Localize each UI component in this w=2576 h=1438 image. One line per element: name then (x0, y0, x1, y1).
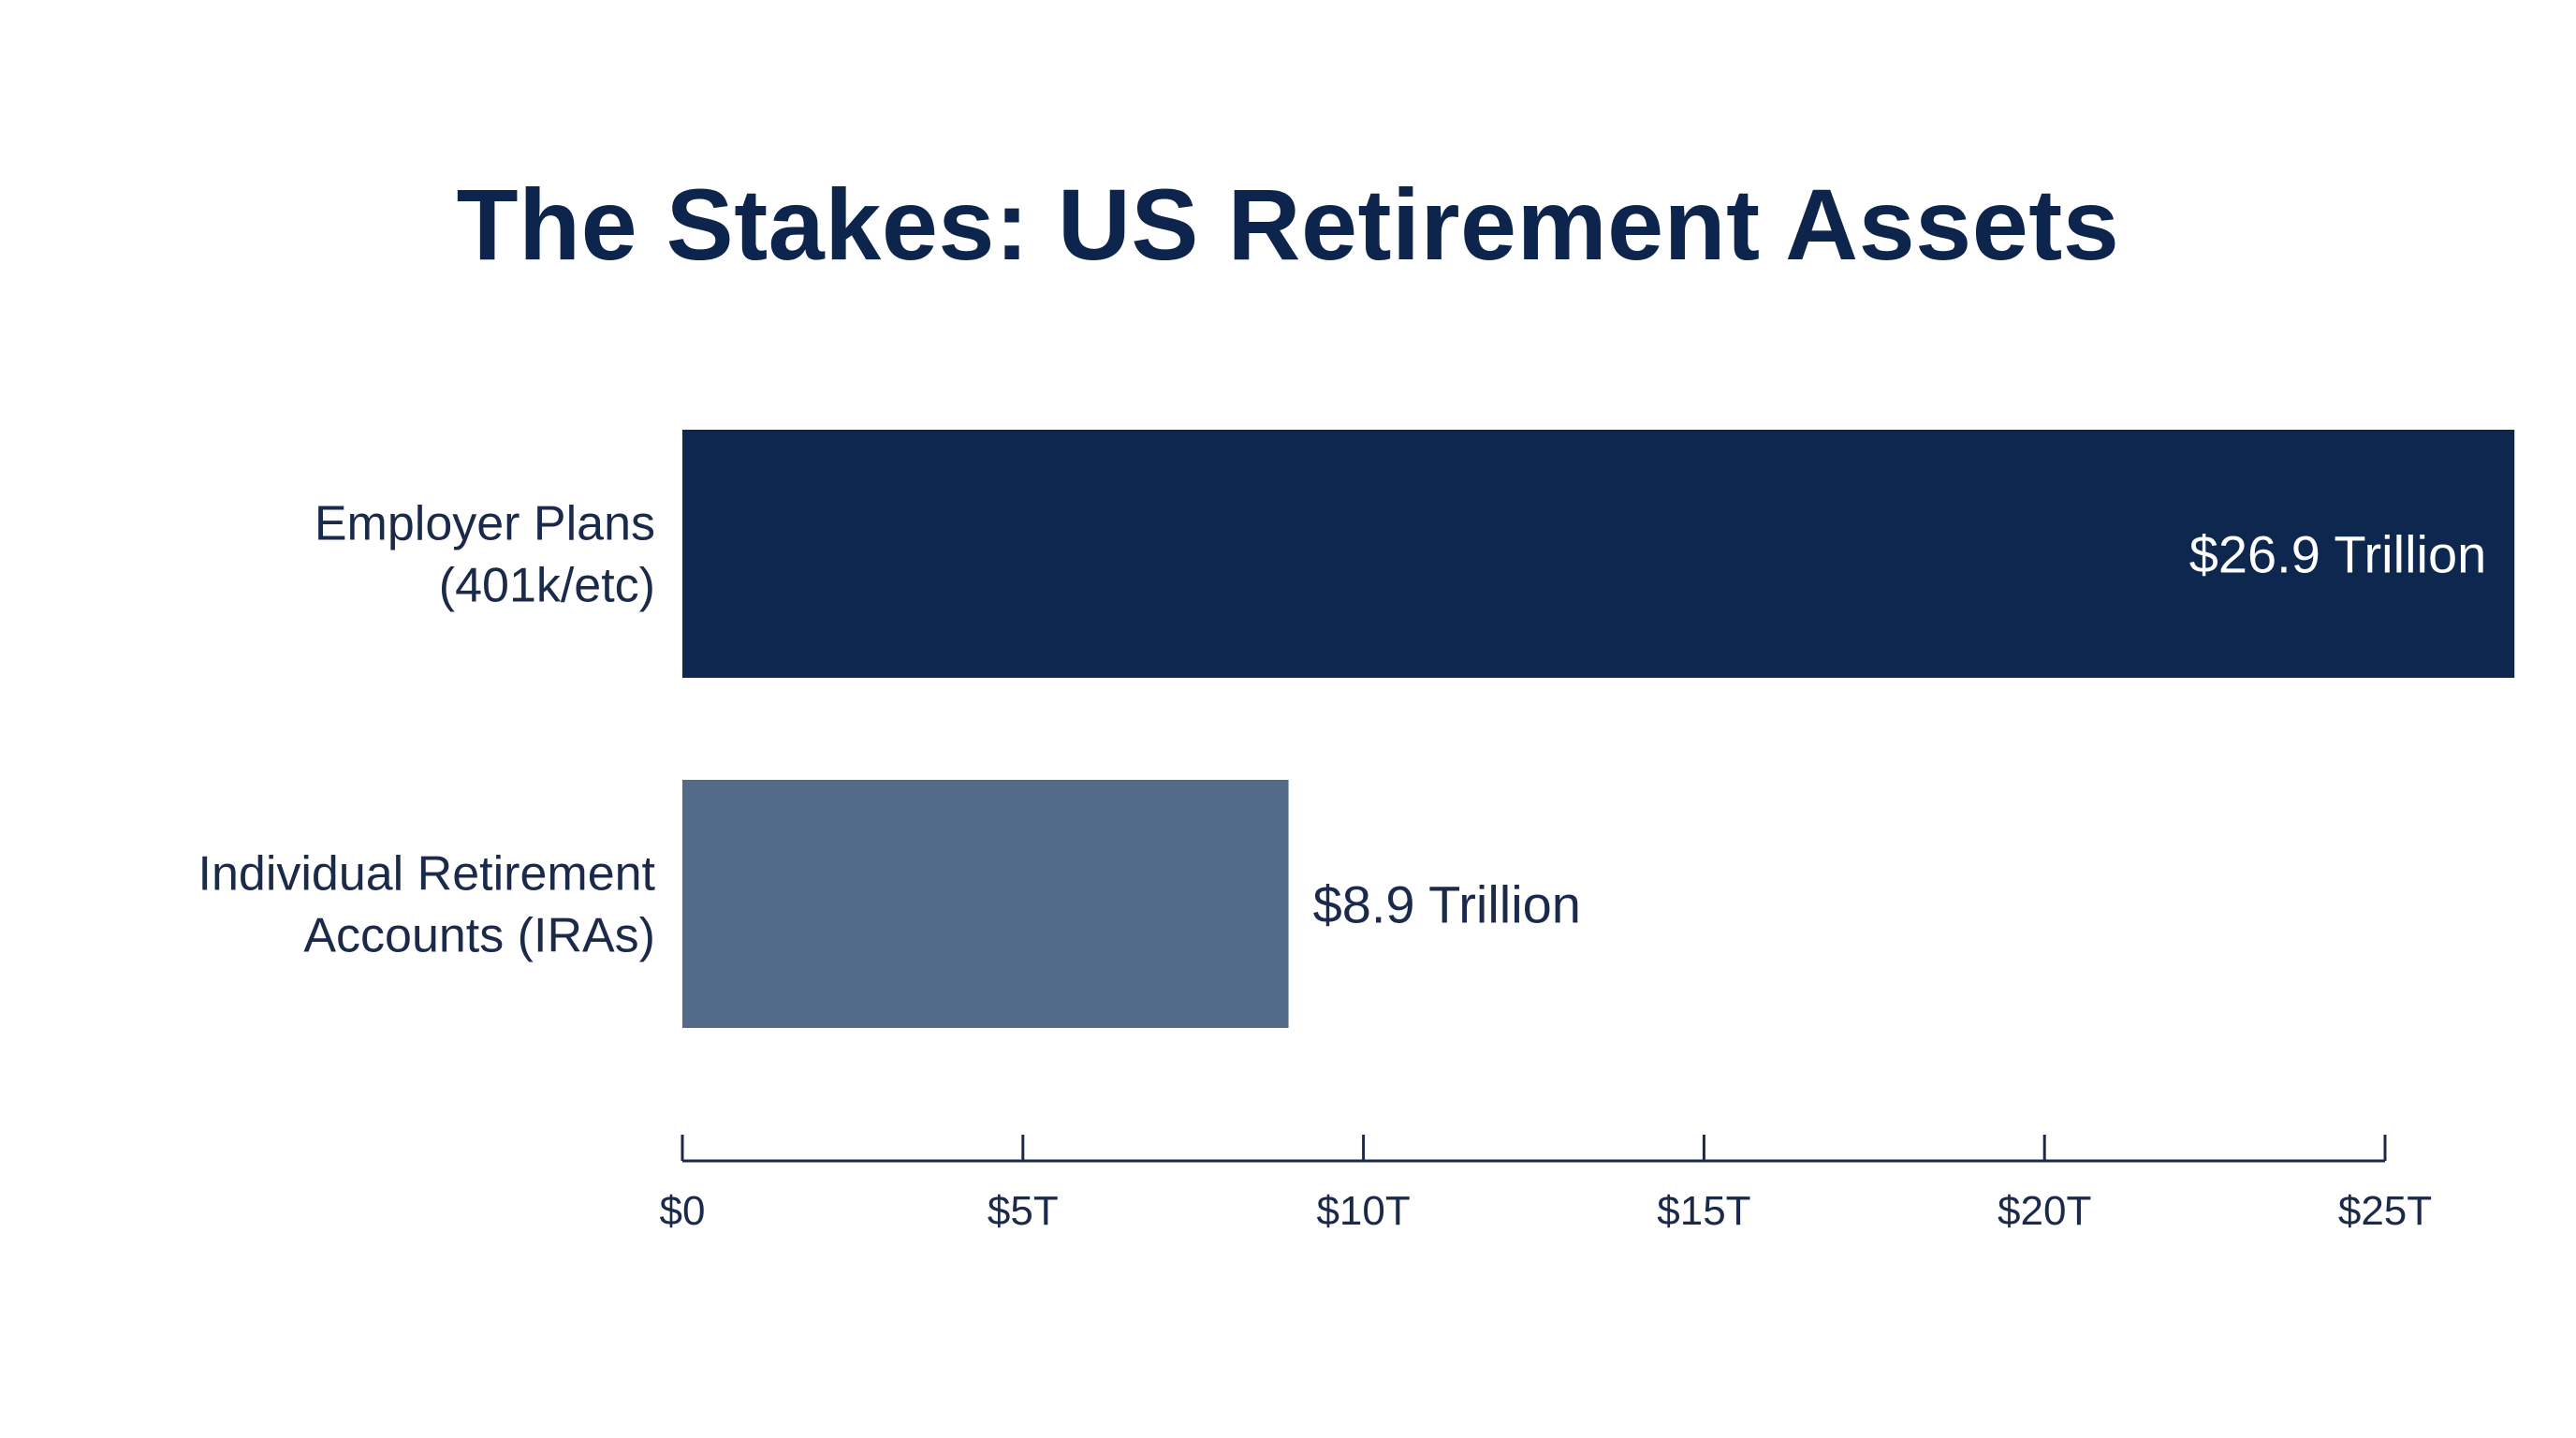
category-label-1-line-0: Individual Retirement (198, 847, 656, 902)
x-tick-label-4: $20T (1998, 1188, 2091, 1234)
x-tick-label-3: $15T (1657, 1188, 1750, 1234)
category-label-1-line-1: Accounts (IRAs) (303, 909, 655, 963)
bar-1 (682, 780, 1289, 1028)
value-label-1: $8.9 Trillion (1313, 875, 1581, 934)
chart-title: The Stakes: US Retirement Assets (456, 168, 2120, 281)
x-tick-label-5: $25T (2338, 1188, 2432, 1234)
x-tick-label-1: $5T (988, 1188, 1059, 1234)
x-tick-label-0: $0 (660, 1188, 706, 1234)
category-label-0-line-0: Employer Plans (315, 497, 655, 551)
x-tick-label-2: $10T (1316, 1188, 1410, 1234)
category-label-0-line-1: (401k/etc) (439, 559, 655, 613)
value-label-0: $26.9 Trillion (2189, 525, 2487, 584)
bar-0 (682, 430, 2515, 678)
